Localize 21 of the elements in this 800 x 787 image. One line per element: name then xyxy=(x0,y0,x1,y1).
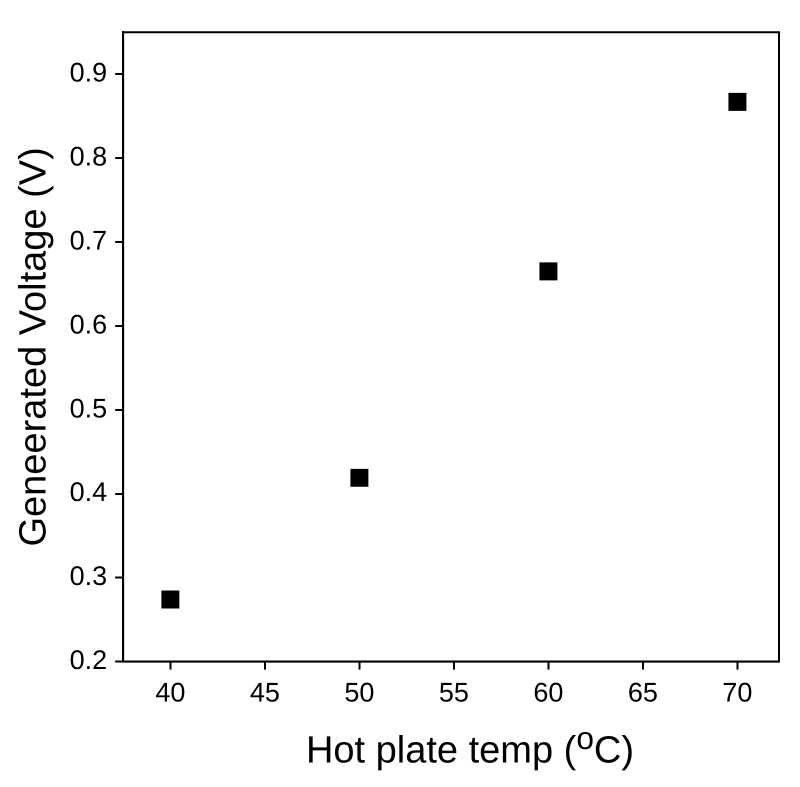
y-tick-label: 0.3 xyxy=(70,561,108,592)
x-tick-label: 70 xyxy=(722,677,752,708)
y-tick-label: 0.4 xyxy=(70,477,108,508)
y-tick-label: 0.6 xyxy=(70,309,108,340)
x-tick-label: 55 xyxy=(438,677,469,708)
point xyxy=(728,92,746,111)
y-tick-label: 0.9 xyxy=(70,58,108,88)
y-tick-label: 0.8 xyxy=(70,142,108,172)
point xyxy=(350,468,368,487)
y-tick-label: 0.2 xyxy=(70,645,108,676)
point xyxy=(161,590,180,608)
x-tick-label: 60 xyxy=(533,677,564,708)
x-tick-label: 50 xyxy=(344,677,374,708)
x-axis-title: Hot plate temp ($^{o}$C) xyxy=(304,720,636,773)
x-tick-label: 45 xyxy=(250,677,280,708)
y-tick-label: 0.5 xyxy=(70,393,108,424)
y-axis-title: Geneerated Voltage (V) xyxy=(12,147,54,547)
x-tick-label: 40 xyxy=(155,677,186,708)
y-tick-label: 0.7 xyxy=(70,225,108,256)
x-tick-label: 65 xyxy=(628,677,658,708)
point xyxy=(539,262,558,280)
